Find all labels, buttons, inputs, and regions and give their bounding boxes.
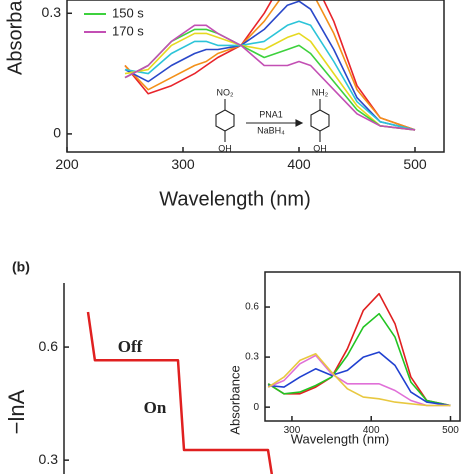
- x-tick-label: 400: [363, 425, 380, 436]
- chart: 300 400 500 0 0.3 0.6 Wavelength (nm) Absorbanc…: [227, 271, 461, 446]
- benzene-ring: [310, 109, 330, 132]
- arrow-head: [295, 119, 304, 127]
- plot-area: [267, 292, 451, 407]
- x-tick-label: 200: [55, 156, 79, 172]
- plot-area: [124, 0, 416, 131]
- x-tick-label: 300: [284, 425, 301, 436]
- series-line: [267, 354, 451, 407]
- x-tick-label: 400: [287, 156, 311, 172]
- series-line: [124, 0, 416, 131]
- series-line: [268, 351, 451, 407]
- plot-frame: [264, 271, 461, 422]
- series-line: [124, 32, 416, 131]
- group-label: NO₂: [217, 87, 235, 97]
- series-line: [124, 24, 416, 131]
- series-line: [124, 0, 416, 131]
- group-label: OH: [313, 143, 327, 153]
- series-line: [124, 28, 416, 131]
- x-tick-label: 500: [442, 425, 459, 436]
- annotation: On: [144, 398, 167, 417]
- series-line: [86, 311, 274, 474]
- group-label: NH₂: [312, 87, 329, 97]
- x-tick-label: 500: [403, 156, 427, 172]
- series-line: [124, 0, 416, 131]
- benzene-ring: [215, 109, 235, 132]
- series-line: [267, 353, 451, 407]
- y-axis-label: −lnA: [4, 389, 29, 434]
- y-tick-label: 0.6: [245, 302, 259, 313]
- y-tick-label: 0.3: [42, 4, 62, 20]
- x-axis-label: Wavelength (nm): [159, 188, 311, 210]
- y-tick-label: 0.3: [39, 451, 59, 467]
- reaction-scheme: [215, 99, 330, 142]
- plot-frame: [66, 0, 445, 153]
- y-tick-label: 0.3: [245, 352, 259, 363]
- chart: 0.3 0.6 −lnA: [4, 283, 274, 474]
- y-tick-label: 0.6: [39, 338, 59, 354]
- series-line: [267, 312, 451, 407]
- series-line: [267, 292, 451, 407]
- x-tick-label: 300: [171, 156, 195, 172]
- inset-background: [265, 272, 460, 421]
- legend-label: 170 s: [112, 23, 144, 38]
- annotation: Off: [118, 337, 143, 356]
- panel-label: (b): [12, 259, 30, 275]
- chart: 200 300 400 500 0 0.3 Wavelength (nm) Absorbanc…: [4, 0, 445, 210]
- y-tick-label: 0: [253, 402, 259, 413]
- series-line: [124, 20, 416, 131]
- catalyst-label: PNA1: [259, 109, 283, 119]
- y-axis-label: Absorbance: [4, 0, 26, 75]
- y-axis-label: Absorbance: [227, 365, 242, 434]
- y-tick-label: 0: [53, 125, 61, 141]
- reagent-label: NaBH₄: [257, 125, 285, 135]
- plot-area: [86, 311, 274, 474]
- scheme-labels: NO₂ OH PNA1 NaBH₄ NH₂ OH: [217, 87, 329, 153]
- legend-label: 150 s: [112, 5, 144, 20]
- group-label: OH: [218, 143, 232, 153]
- x-axis-label: Wavelength (nm): [291, 431, 390, 446]
